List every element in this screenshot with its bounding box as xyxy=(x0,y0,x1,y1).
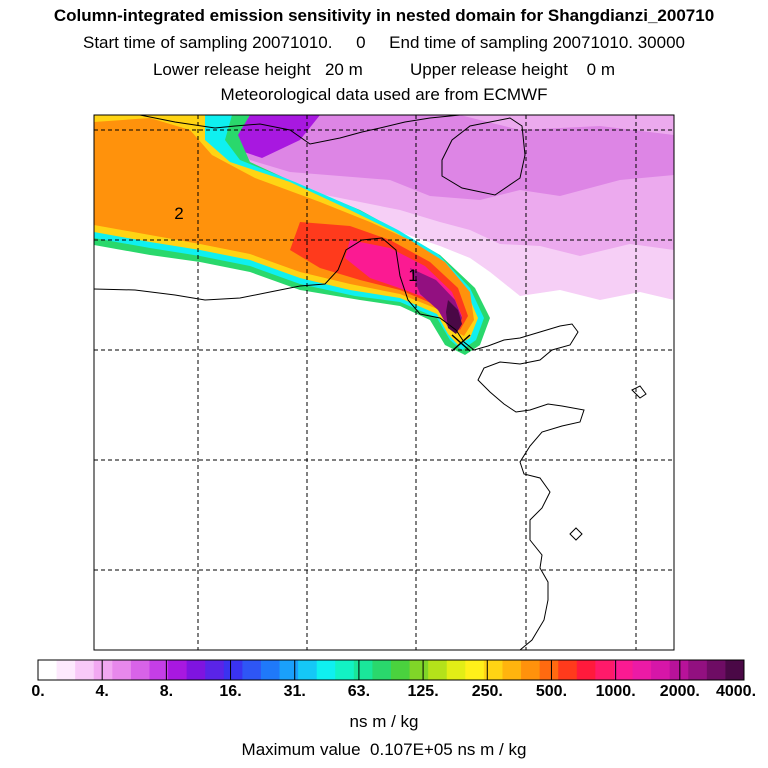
colorbar-tick-label: 4000. xyxy=(715,683,757,700)
colorbar-swatch xyxy=(335,660,355,680)
colorbar-units: ns m / kg xyxy=(349,712,419,731)
colorbar-swatch xyxy=(242,660,262,680)
colorbar-tick-label: 8. xyxy=(159,683,174,700)
colorbar-swatch xyxy=(130,660,150,680)
colorbar-swatch xyxy=(316,660,336,680)
colorbar xyxy=(37,659,745,681)
colorbar-tick-label: 31. xyxy=(283,683,306,700)
colorbar-swatch xyxy=(409,660,429,680)
colorbar-tick-label: 63. xyxy=(347,683,371,700)
maximum-value-text: Maximum value 0.107E+05 ns m / kg xyxy=(241,740,527,759)
colorbar-swatch xyxy=(353,660,373,680)
receptor-cross xyxy=(451,334,471,352)
colorbar-swatch xyxy=(149,660,169,680)
plot-title: Column-integrated emission sensitivity i… xyxy=(53,6,715,25)
colorbar-tick-label: 125. xyxy=(407,683,439,700)
colorbar-swatch xyxy=(669,660,689,680)
colorbar-swatch xyxy=(576,660,596,680)
colorbar-swatch xyxy=(651,660,671,680)
release-height-line: Lower release height 20 m Upper release … xyxy=(152,60,616,79)
colorbar-tick-label: 4. xyxy=(95,683,109,700)
coastlines xyxy=(94,115,647,650)
colorbar-swatch xyxy=(205,660,225,680)
colorbar-swatch xyxy=(391,660,411,680)
haze-dark xyxy=(215,115,674,200)
colorbar-swatch xyxy=(298,660,318,680)
colorbar-tick-label: 0. xyxy=(31,683,45,700)
colorbar-swatch xyxy=(446,660,466,680)
colorbar-swatch xyxy=(279,660,299,680)
colorbar-tick-label: 500. xyxy=(535,683,568,700)
map-frame xyxy=(93,114,675,651)
colorbar-swatch xyxy=(168,660,188,680)
colorbar-tick-label: 250. xyxy=(471,683,503,700)
colorbar-swatch xyxy=(521,660,541,680)
colorbar-swatch xyxy=(186,660,206,680)
colorbar-tick-label: 1000. xyxy=(595,683,636,700)
colorbar-swatch xyxy=(38,660,58,680)
colorbar-tick-label: 2000. xyxy=(659,683,700,700)
colorbar-swatch xyxy=(93,660,113,680)
colorbar-frame xyxy=(37,659,745,681)
colorbar-swatch xyxy=(632,660,652,680)
colorbar-swatch xyxy=(372,660,392,680)
colorbar-swatch xyxy=(613,660,634,680)
colorbar-swatch xyxy=(595,660,615,680)
colorbar-swatch xyxy=(483,660,503,680)
colorbar-swatch xyxy=(112,660,132,680)
colorbar-swatch xyxy=(223,660,243,680)
colorbar-swatch xyxy=(558,660,578,680)
plume-band-magenta xyxy=(345,240,462,328)
colorbar-swatch xyxy=(502,660,522,680)
marker-1: 1 xyxy=(408,266,417,285)
colorbar-swatch xyxy=(56,660,76,680)
colorbar-swatch xyxy=(75,660,95,680)
graticule xyxy=(94,115,674,650)
colorbar-swatch xyxy=(465,660,485,680)
colorbar-tick-label: 16. xyxy=(219,683,242,700)
colorbar-swatch xyxy=(428,660,448,680)
colorbar-swatch xyxy=(260,660,281,680)
colorbar-swatch xyxy=(688,660,708,680)
colorbar-swatch xyxy=(706,660,726,680)
marker-2: 2 xyxy=(174,204,183,223)
met-data-line: Meteorological data used are from ECMWF xyxy=(220,85,548,104)
sampling-time-line: Start time of sampling 20071010. 0 End t… xyxy=(83,33,685,52)
colorbar-swatch xyxy=(539,660,559,680)
colorbar-swatch xyxy=(725,660,745,680)
